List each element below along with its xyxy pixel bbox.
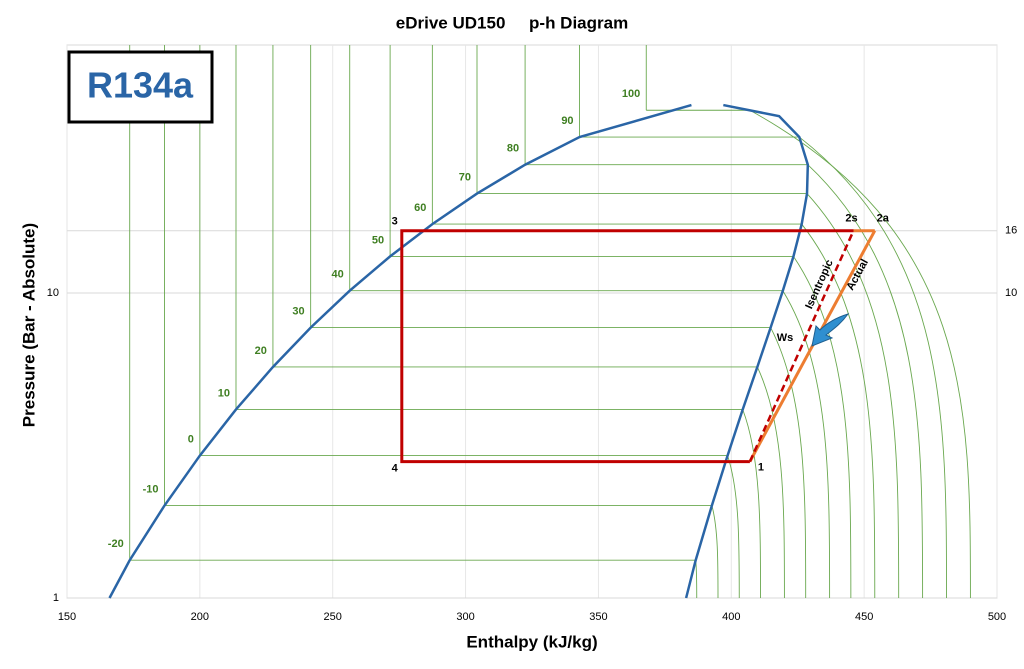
x-tick-label: 500: [988, 611, 1006, 623]
y2-tick-label: 16: [1005, 225, 1017, 237]
x-tick-label: 350: [589, 611, 607, 623]
isotherm-label: -20: [108, 538, 124, 550]
isotherm-vapor: [770, 327, 807, 599]
isotherm-label: 100: [622, 88, 640, 100]
isotherm-label: 30: [292, 305, 304, 317]
isotherm-vapor: [756, 366, 785, 599]
work-arrow: [811, 313, 850, 347]
isotherm-label: 80: [507, 143, 519, 155]
x-tick-label: 150: [58, 611, 76, 623]
point-label: 2s: [845, 213, 857, 225]
point-label: 3: [392, 216, 398, 228]
cycle-path: [400, 229, 854, 464]
x-tick-label: 250: [324, 611, 342, 623]
isotherm-vapor: [749, 109, 971, 599]
isotherm-vapor: [782, 290, 831, 599]
isotherm-vapor: [799, 136, 947, 599]
y-tick-label: 1: [53, 592, 59, 604]
isotherm-label: 20: [255, 345, 267, 357]
y2-tick-label: 10: [1005, 287, 1017, 299]
isotherm-vapor: [793, 256, 852, 599]
point-label: 4: [392, 463, 399, 475]
isotherm-vapor: [807, 164, 924, 599]
work-label: Ws: [777, 332, 794, 344]
isotherm-label: 40: [331, 269, 343, 281]
isotherm-vapor: [806, 193, 900, 599]
label-box: [67, 50, 214, 124]
refrigerant-label: R134a: [87, 65, 194, 106]
isotherm-label: 70: [459, 172, 471, 184]
x-tick-label: 450: [855, 611, 873, 623]
y-axis-label: Pressure (Bar - Absolute): [19, 223, 38, 427]
isotherm-vapor: [801, 223, 876, 599]
plot-area: [108, 45, 971, 599]
chart-title: eDrive UD150 p-h Diagram: [396, 13, 628, 32]
isotherm-vapor: [711, 505, 719, 599]
x-tick-label: 400: [722, 611, 740, 623]
isotherm-label: 0: [188, 433, 194, 445]
point-label: 1: [758, 462, 764, 474]
isotherm-label: -10: [143, 483, 159, 495]
point-label: 2a: [877, 213, 890, 225]
isotherm-vapor: [727, 455, 740, 599]
isentropic-compression: [748, 230, 855, 463]
isotherm-label: 60: [414, 202, 426, 214]
x-tick-label: 200: [191, 611, 209, 623]
isotherm-label: 10: [218, 387, 230, 399]
x-tick-label: 300: [456, 611, 474, 623]
isotherm-label: 50: [372, 234, 384, 246]
isotherm-label: 90: [561, 115, 573, 127]
saturation-dome: [108, 103, 810, 599]
x-axis-label: Enthalpy (kJ/kg): [466, 632, 597, 651]
y-tick-label: 10: [47, 287, 59, 299]
isotherm-vapor: [742, 409, 761, 599]
